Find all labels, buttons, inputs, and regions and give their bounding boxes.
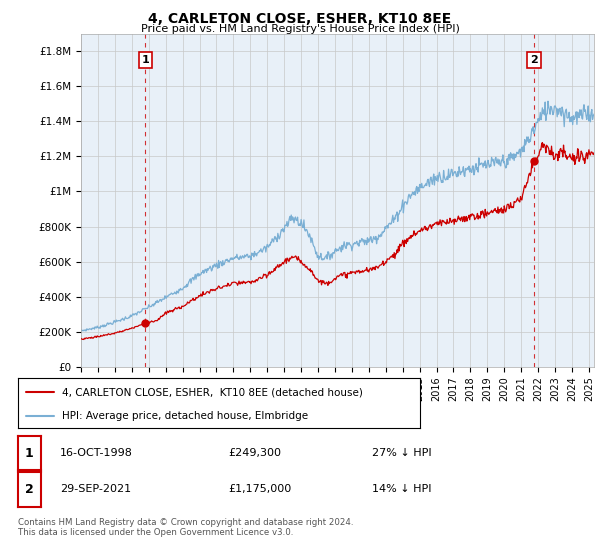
Text: 2: 2 (530, 55, 538, 66)
Text: 4, CARLETON CLOSE, ESHER,  KT10 8EE (detached house): 4, CARLETON CLOSE, ESHER, KT10 8EE (deta… (62, 387, 363, 397)
Text: £1,175,000: £1,175,000 (228, 484, 291, 494)
Text: HPI: Average price, detached house, Elmbridge: HPI: Average price, detached house, Elmb… (62, 411, 308, 421)
Text: 16-OCT-1998: 16-OCT-1998 (60, 448, 133, 458)
Text: 1: 1 (141, 55, 149, 66)
Text: 4, CARLETON CLOSE, ESHER, KT10 8EE: 4, CARLETON CLOSE, ESHER, KT10 8EE (148, 12, 452, 26)
Text: Price paid vs. HM Land Registry's House Price Index (HPI): Price paid vs. HM Land Registry's House … (140, 24, 460, 34)
Text: 29-SEP-2021: 29-SEP-2021 (60, 484, 131, 494)
Text: £249,300: £249,300 (228, 448, 281, 458)
Text: 14% ↓ HPI: 14% ↓ HPI (372, 484, 431, 494)
Text: 1: 1 (25, 446, 34, 460)
Text: 27% ↓ HPI: 27% ↓ HPI (372, 448, 431, 458)
Text: Contains HM Land Registry data © Crown copyright and database right 2024.
This d: Contains HM Land Registry data © Crown c… (18, 518, 353, 538)
Text: 2: 2 (25, 483, 34, 496)
